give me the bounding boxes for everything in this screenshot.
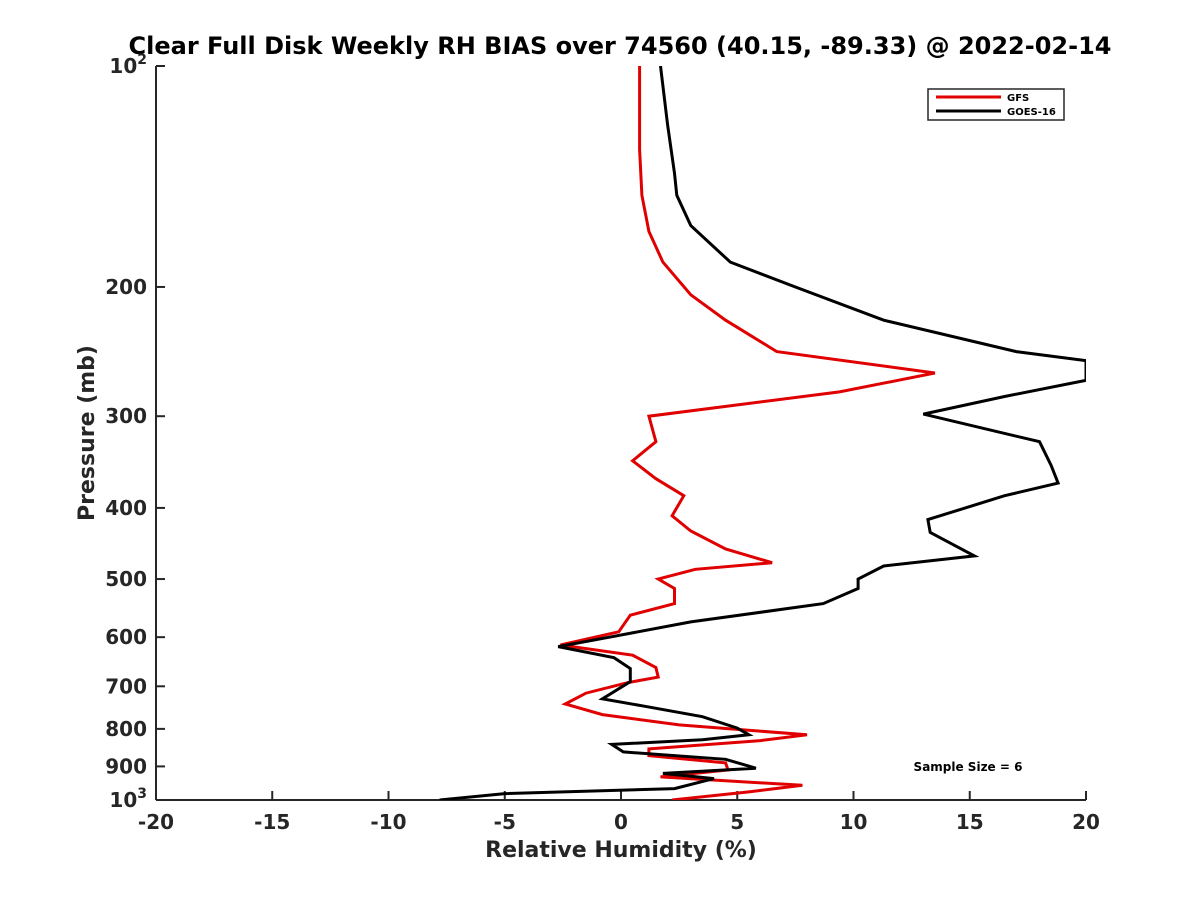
legend-label: GOES-16	[1007, 107, 1056, 118]
y-tick-label: 700	[105, 674, 147, 698]
y-axis-ticks: 102 200 300 400 500 600 700 800 900 103	[105, 52, 165, 812]
plot-area	[155, 66, 1086, 801]
x-tick-label: -5	[494, 810, 516, 834]
y-tick-label: 200	[105, 275, 147, 299]
x-tick-label: -10	[370, 810, 406, 834]
x-tick-label: 5	[730, 810, 744, 834]
x-tick-label: 0	[614, 810, 628, 834]
legend: GFS GOES-16	[927, 88, 1065, 121]
series-line-goes-16	[439, 66, 1086, 800]
x-tick-label: -20	[138, 810, 174, 834]
x-tick-label: 10	[840, 810, 868, 834]
y-tick-label: 500	[105, 567, 147, 591]
series-line-gfs	[560, 66, 936, 800]
y-tick-label: 102	[109, 52, 147, 78]
y-tick-label: 103	[109, 786, 147, 812]
y-axis-label: Pressure (mb)	[75, 345, 100, 521]
x-tick-label: -15	[254, 810, 290, 834]
series-lines	[439, 66, 1086, 800]
sample-size-annotation: Sample Size = 6	[914, 760, 1023, 774]
chart-title: Clear Full Disk Weekly RH BIAS over 7456…	[129, 32, 1112, 60]
legend-label: GFS	[1007, 93, 1029, 104]
y-tick-label: 400	[105, 496, 147, 520]
x-tick-label: 15	[956, 810, 984, 834]
y-tick-label: 600	[105, 625, 147, 649]
y-tick-label: 800	[105, 717, 147, 741]
y-tick-label: 300	[105, 404, 147, 428]
y-tick-label: 900	[105, 754, 147, 778]
x-axis-ticks: -20 -15 -10 -5 0 5 10 15 20	[138, 791, 1100, 834]
x-tick-label: 20	[1072, 810, 1100, 834]
legend-box	[927, 88, 1065, 121]
x-axis-label: Relative Humidity (%)	[485, 838, 757, 863]
